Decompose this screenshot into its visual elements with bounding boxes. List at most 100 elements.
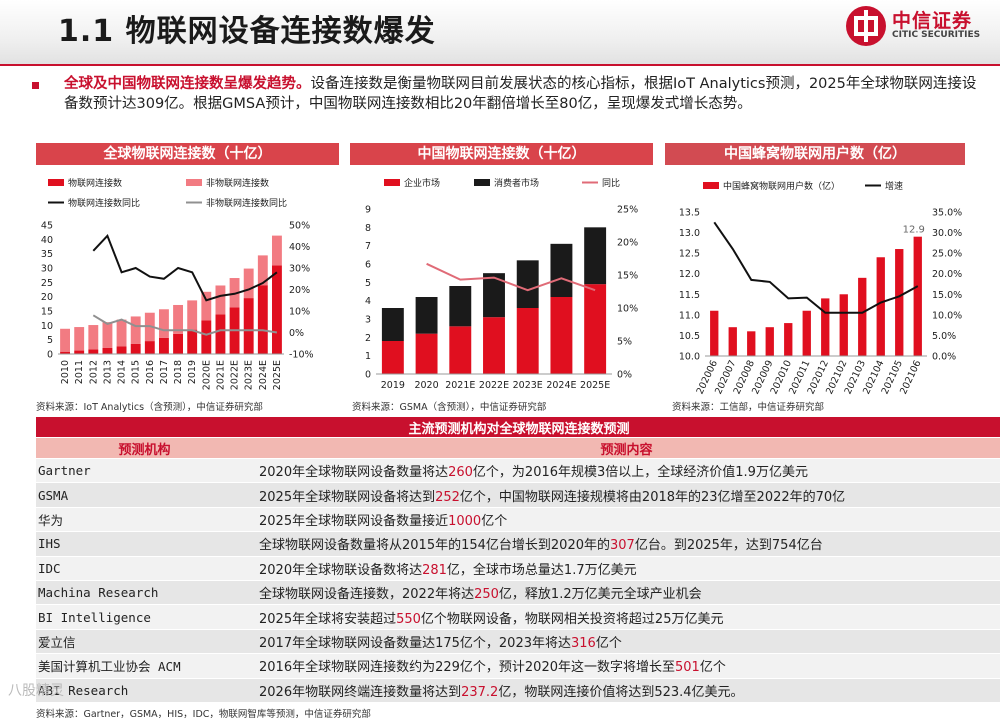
bar-secondary	[201, 291, 212, 321]
bar-secondary	[60, 328, 71, 352]
forecast-text: 亿个物联网设备，物联网相关投资将超过25万亿美元	[420, 611, 724, 627]
bar-secondary	[550, 243, 573, 297]
series-line-0	[713, 221, 919, 314]
x-tick-label: 2019	[381, 380, 405, 391]
forecast-text: 全球物联网设备数量将从2015年的154亿台增长到2020年的	[259, 538, 610, 554]
bar-primary	[710, 310, 719, 356]
forecast-value: 281	[422, 562, 447, 578]
x-tick-label: 2019	[187, 360, 198, 384]
table-cell-content: 2017年全球物联网设备数量达175亿个，2023年将达316亿个	[251, 629, 1000, 655]
bar-primary	[483, 317, 505, 374]
bar-secondary	[116, 319, 127, 347]
y-left-tick-label: 2	[365, 333, 371, 344]
y-left-tick-label: 8	[365, 223, 371, 234]
y-right-tick-label: 25.0%	[932, 249, 962, 260]
legend-label: 非物联网连接数	[206, 177, 269, 189]
table-cell-content: 2016年全球物联网连接数约为229亿个，预计2020年这一数字将增长至501亿…	[251, 653, 1000, 679]
y-left-tick-label: 15	[41, 307, 53, 318]
table-header-org: 预测机构	[36, 437, 251, 459]
bar-secondary	[74, 327, 85, 351]
y-right-tick-label: 10%	[617, 304, 638, 315]
table-cell-org: GSMA	[36, 482, 251, 508]
forecast-text: 2025年全球将安装超过	[259, 611, 397, 627]
bullet-square-icon	[32, 82, 39, 89]
y-left-tick-label: 0	[365, 370, 371, 381]
bar-primary	[449, 326, 472, 374]
y-left-tick-label: 12.0	[679, 269, 700, 280]
forecast-value: 550	[396, 611, 421, 627]
y-right-tick-label: 0.0%	[932, 352, 956, 363]
header-band	[0, 0, 1000, 64]
bar-secondary	[271, 235, 282, 266]
chart1-title: 全球物联网连接数（十亿）	[36, 143, 339, 165]
y-left-tick-label: 7	[365, 241, 371, 252]
bar-primary	[584, 284, 607, 374]
x-tick-label: 2017	[159, 360, 170, 384]
y-left-tick-label: 0	[47, 350, 53, 361]
header-divider	[0, 64, 1000, 66]
bar-secondary	[516, 260, 539, 308]
table-cell-org: 华为	[36, 507, 251, 533]
forecast-value: 252	[435, 489, 460, 505]
x-tick-label: 2020E	[201, 360, 212, 390]
x-tick-label: 2023E	[244, 360, 255, 390]
table-cell-content: 全球物联网设备连接数，2022年将达250亿，释放1.2万亿美元全球产业机会	[251, 580, 1000, 606]
forecast-text: 亿，物联网连接价值将达到523.4亿美元。	[498, 684, 744, 700]
x-tick-label: 2014	[117, 360, 128, 384]
table-title: 主流预测机构对全球物联网连接数预测	[36, 417, 1000, 438]
chart2-title: 中国物联网连接数（十亿）	[350, 143, 653, 165]
forecast-value: 237.2	[461, 684, 499, 700]
y-right-tick-label: 5.0%	[932, 331, 956, 342]
y-left-tick-label: 9	[365, 205, 371, 216]
y-left-tick-label: 25	[41, 278, 53, 289]
table-cell-org: Gartner	[36, 458, 251, 484]
y-left-tick-label: 45	[41, 221, 53, 232]
x-tick-label: 2011	[74, 360, 85, 384]
bar-primary	[102, 347, 113, 354]
forecast-text: 亿，全球市场总量达1.7万亿美元	[446, 562, 637, 578]
bar-primary	[516, 308, 539, 374]
table-row: 华为 2025年全球物联网设备数量接近1000亿个	[36, 507, 1000, 533]
y-left-tick-label: 30	[41, 264, 53, 275]
table-header-content: 预测内容	[251, 437, 1000, 459]
table-cell-content: 2025年全球物联网设备将达到252亿个，中国物联网连接规模将由2018年的23…	[251, 482, 1000, 508]
x-tick-label: 2012	[88, 360, 99, 384]
bar-secondary	[483, 273, 505, 318]
table-cell-content: 2020年全球物联网设备数量将达260亿个，为2016年规模3倍以上，全球经济价…	[251, 458, 1000, 484]
bar-secondary	[229, 278, 240, 308]
legend-swatch-icon	[186, 179, 202, 186]
bar-primary	[257, 285, 268, 354]
table-cell-org: Machina Research	[36, 580, 251, 606]
y-left-tick-label: 20	[41, 292, 53, 303]
bar-secondary	[449, 286, 472, 327]
bar-secondary	[243, 268, 254, 299]
bar-secondary	[173, 304, 184, 334]
table-cell-content: 2025年全球将安装超过550亿个物联网设备，物联网相关投资将超过25万亿美元	[251, 604, 1000, 630]
table-row: Gartner 2020年全球物联网设备数量将达260亿个，为2016年规模3倍以…	[36, 458, 1000, 484]
forecast-text: 2020年全球物联设备数将达	[259, 562, 423, 578]
x-tick-label: 2021E	[445, 380, 475, 391]
bar-secondary	[88, 325, 99, 350]
table-cell-org: 美国计算机工业协会 ACM	[36, 653, 251, 679]
x-tick-label: 2015	[131, 360, 142, 384]
y-right-tick-label: 0%	[289, 328, 304, 339]
forecast-text: 2026年物联网终端连接数量将达到	[259, 684, 462, 700]
series-line-1	[92, 314, 278, 336]
table-cell-content: 2026年物联网终端连接数量将达到237.2亿，物联网连接价值将达到523.4亿…	[251, 678, 1000, 703]
bar-secondary	[187, 300, 198, 330]
bar-primary	[130, 343, 141, 354]
chart1-source: 资料来源：IoT Analytics（含预测），中信证券研究部	[36, 402, 263, 413]
watermark: 八股精灵	[8, 683, 64, 699]
legend-label: 企业市场	[404, 177, 440, 189]
bar-secondary	[158, 309, 169, 338]
table-source: 资料来源：Gartner，GSMA，HIS，IDC，物联网智库等预测，中信证券研…	[36, 709, 371, 720]
y-right-tick-label: 50%	[289, 221, 310, 232]
bar-primary	[173, 333, 184, 354]
chart3-title: 中国蜂窝物联网用户数（亿）	[665, 143, 965, 165]
forecast-text: 亿个，中国物联网连接规模将由2018年的23亿增至2022年的70亿	[459, 489, 846, 505]
legend-label: 消费者市场	[494, 177, 539, 189]
series-line-0	[426, 262, 596, 292]
y-right-tick-label: 35.0%	[932, 208, 962, 219]
bar-primary	[187, 329, 198, 354]
